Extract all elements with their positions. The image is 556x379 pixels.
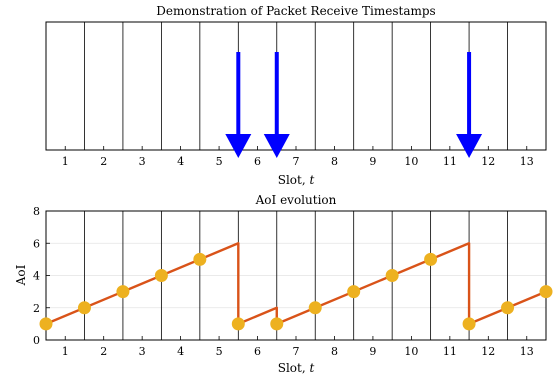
top-x-tick-label: 6 xyxy=(254,155,261,168)
bottom-x-tick-label: 4 xyxy=(177,345,184,358)
bottom-y-ticks: 0 2 4 6 8 xyxy=(33,205,50,347)
aoi-point xyxy=(193,252,207,266)
bottom-chart-title: AoI evolution xyxy=(255,193,337,207)
aoi-point xyxy=(385,269,399,282)
aoi-point xyxy=(77,301,91,315)
receive-arrow-head xyxy=(225,134,252,158)
receive-arrow-head xyxy=(263,134,290,158)
aoi-point xyxy=(39,317,53,331)
bottom-x-axis-label: Slot, t xyxy=(278,361,315,375)
bottom-x-tick-label: 12 xyxy=(481,345,495,358)
top-x-tick-label: 12 xyxy=(481,155,495,168)
bottom-x-tick-label: 5 xyxy=(216,345,223,358)
aoi-point xyxy=(308,301,322,315)
bottom-grid-lines xyxy=(46,242,546,309)
bottom-x-tick-labels: 1 2 3 4 5 6 7 8 9 10 11 12 13 xyxy=(62,336,534,358)
bottom-y-tick-label: 4 xyxy=(33,270,40,283)
top-x-tick-label: 10 xyxy=(404,155,418,168)
bottom-y-tick-label: 0 xyxy=(33,334,40,347)
top-x-tick-label: 4 xyxy=(177,155,184,168)
aoi-point xyxy=(154,269,168,282)
top-x-tick-labels: 1 2 3 4 5 6 7 8 9 10 11 12 13 xyxy=(62,146,534,168)
top-x-tick-label: 13 xyxy=(520,155,534,168)
aoi-line xyxy=(45,242,547,326)
aoi-point xyxy=(501,301,515,315)
top-x-tick-label: 9 xyxy=(369,155,376,168)
top-x-tick-label: 3 xyxy=(139,155,146,168)
top-x-tick-label: 1 xyxy=(62,155,69,168)
bottom-x-tick-label: 8 xyxy=(331,345,338,358)
bottom-y-tick-label: 6 xyxy=(33,237,40,250)
top-x-tick-label: 5 xyxy=(216,155,223,168)
bottom-y-tick-label: 2 xyxy=(33,302,40,315)
receive-arrow-head xyxy=(456,134,483,158)
aoi-point xyxy=(270,317,284,331)
bottom-y-axis-label: AoI xyxy=(14,264,28,286)
bottom-x-tick-label: 13 xyxy=(520,345,534,358)
aoi-point xyxy=(462,317,476,331)
top-slot-lines xyxy=(84,22,508,150)
top-arrows xyxy=(225,52,483,158)
bottom-x-tick-label: 7 xyxy=(293,345,300,358)
aoi-point xyxy=(347,285,361,299)
aoi-point xyxy=(539,285,553,299)
bottom-series xyxy=(39,242,553,331)
bottom-x-axis-label-var: t xyxy=(309,361,314,375)
aoi-point xyxy=(116,285,130,299)
top-x-axis-label: Slot, t xyxy=(278,173,315,187)
bottom-x-tick-label: 6 xyxy=(254,345,261,358)
bottom-x-axis-label-text: Slot, xyxy=(278,361,310,375)
aoi-point xyxy=(424,252,438,266)
bottom-y-tick-label: 8 xyxy=(33,205,40,218)
top-x-tick-label: 8 xyxy=(331,155,338,168)
top-x-axis-label-text: Slot, xyxy=(278,173,310,187)
bottom-x-tick-label: 10 xyxy=(404,345,418,358)
bottom-x-tick-label: 3 xyxy=(139,345,146,358)
aoi-point xyxy=(231,317,245,331)
bottom-x-tick-label: 1 xyxy=(62,345,69,358)
bottom-x-tick-label: 9 xyxy=(369,345,376,358)
top-chart-title: Demonstration of Packet Receive Timestam… xyxy=(156,4,435,18)
top-x-tick-label: 11 xyxy=(443,155,457,168)
top-x-tick-label: 7 xyxy=(293,155,300,168)
top-x-axis-label-var: t xyxy=(309,173,314,187)
bottom-x-tick-label: 2 xyxy=(100,345,107,358)
bottom-x-tick-label: 11 xyxy=(443,345,457,358)
top-x-tick-label: 2 xyxy=(100,155,107,168)
